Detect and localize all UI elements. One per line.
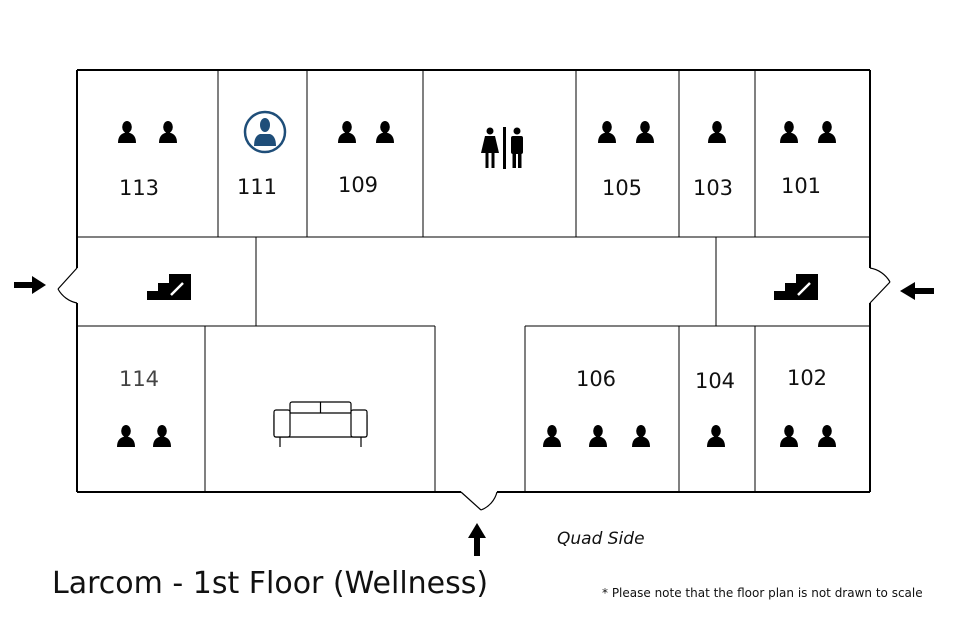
room-106[interactable]: 106 [543,367,650,447]
east-entrance-arrow [900,282,934,300]
occupant-icon [598,121,616,143]
occupant-icon [153,425,171,447]
room-111[interactable]: 111 [237,110,287,199]
restroom-icon [481,127,523,169]
room-103[interactable]: 103 [693,121,733,200]
interior-walls [77,70,870,492]
room-number: 113 [119,176,159,200]
occupant-icon [338,121,356,143]
room-number: 102 [787,366,827,390]
room-101[interactable]: 101 [780,121,836,198]
occupant-icon [818,425,836,447]
room-109[interactable]: 109 [338,121,394,197]
south-entrance-arrow [468,523,486,556]
west-entrance-arrow [14,276,46,294]
room-number: 109 [338,173,378,197]
occupant-icon [780,425,798,447]
room-113[interactable]: 113 [118,121,177,200]
page-title: Larcom - 1st Floor (Wellness) [52,566,489,601]
room-number: 101 [781,174,821,198]
room-102[interactable]: 102 [780,366,836,447]
stairs-icon [145,272,193,302]
occupant-icon [376,121,394,143]
room-number: 105 [602,176,642,200]
room-number: 103 [693,176,733,200]
occupant-icon [818,121,836,143]
occupant-icon [636,121,654,143]
occupant-icon [632,425,650,447]
room-105[interactable]: 105 [598,121,654,200]
occupant-icon [118,121,136,143]
room-number: 114 [119,367,159,391]
room-number: 106 [576,367,616,391]
occupant-icon [589,425,607,447]
stairs-icon [772,272,820,302]
scale-note: * Please note that the floor plan is not… [602,586,923,600]
room-number: 111 [237,175,277,199]
occupant-icon [780,121,798,143]
room-number: 104 [695,369,735,393]
occupant-icon [707,425,725,447]
lounge-sofa-icon [273,401,368,447]
occupant-icon [543,425,561,447]
building-walls [76,69,871,493]
room-104[interactable]: 104 [695,369,735,447]
west-door [57,267,78,304]
east-door [869,267,891,304]
occupant-icon [159,121,177,143]
room-114[interactable]: 114 [117,367,171,447]
occupant-icon [708,121,726,143]
south-door [460,491,498,511]
quad-side-label: Quad Side [557,529,645,549]
single-occupant-highlight-icon [243,110,287,154]
occupant-icon [117,425,135,447]
